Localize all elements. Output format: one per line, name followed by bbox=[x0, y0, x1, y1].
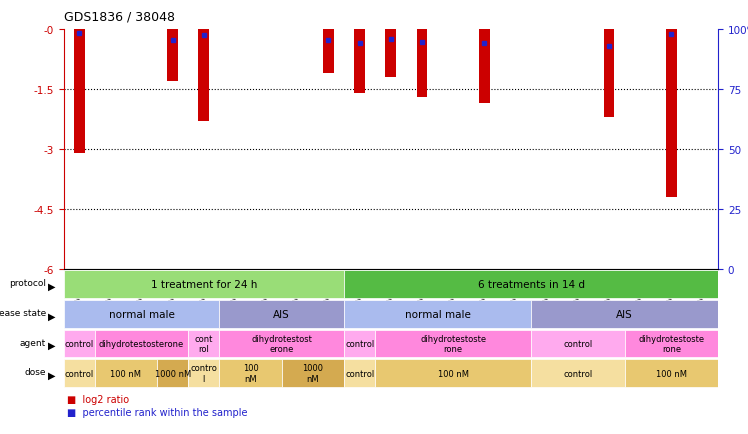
Text: ▶: ▶ bbox=[49, 370, 56, 380]
Bar bbox=[625, 359, 718, 387]
Bar bbox=[355, 30, 365, 94]
Text: normal male: normal male bbox=[405, 309, 470, 319]
Bar bbox=[625, 330, 718, 358]
Bar bbox=[417, 30, 427, 98]
Text: dihydrotestost
erone: dihydrotestost erone bbox=[251, 334, 312, 353]
Bar bbox=[64, 300, 219, 328]
Bar bbox=[344, 271, 718, 299]
Text: 1 treatment for 24 h: 1 treatment for 24 h bbox=[150, 280, 257, 289]
Text: cont
rol: cont rol bbox=[194, 334, 213, 353]
Bar bbox=[531, 330, 625, 358]
Text: control: control bbox=[345, 339, 374, 348]
Bar bbox=[64, 330, 95, 358]
Bar bbox=[219, 330, 344, 358]
Bar bbox=[188, 359, 219, 387]
Text: ■  log2 ratio: ■ log2 ratio bbox=[67, 395, 129, 404]
Text: disease state: disease state bbox=[0, 308, 46, 317]
Bar bbox=[198, 30, 209, 122]
Text: dihydrotestoste
rone: dihydrotestoste rone bbox=[638, 334, 705, 353]
Text: 100 nM: 100 nM bbox=[111, 369, 141, 378]
Text: control: control bbox=[345, 369, 374, 378]
Text: control: control bbox=[563, 369, 592, 378]
Bar bbox=[157, 359, 188, 387]
Bar bbox=[64, 359, 95, 387]
Text: agent: agent bbox=[19, 338, 46, 347]
Text: protocol: protocol bbox=[9, 279, 46, 288]
Text: ▶: ▶ bbox=[49, 281, 56, 291]
Bar bbox=[282, 359, 344, 387]
Bar bbox=[74, 30, 85, 154]
Bar bbox=[604, 30, 614, 118]
Text: dose: dose bbox=[24, 367, 46, 376]
Text: AIS: AIS bbox=[273, 309, 290, 319]
Bar bbox=[344, 359, 375, 387]
Text: 100
nM: 100 nM bbox=[242, 364, 259, 383]
Bar bbox=[219, 359, 282, 387]
Bar bbox=[666, 30, 677, 197]
Bar bbox=[188, 330, 219, 358]
Bar bbox=[323, 30, 334, 74]
Text: AIS: AIS bbox=[616, 309, 633, 319]
Bar bbox=[531, 300, 718, 328]
Bar bbox=[375, 330, 531, 358]
Text: control: control bbox=[563, 339, 592, 348]
Bar bbox=[64, 271, 344, 299]
Text: normal male: normal male bbox=[108, 309, 174, 319]
Text: ▶: ▶ bbox=[49, 340, 56, 350]
Bar bbox=[385, 30, 396, 78]
Bar bbox=[344, 330, 375, 358]
Text: dihydrotestoste
rone: dihydrotestoste rone bbox=[420, 334, 486, 353]
Text: 1000
nM: 1000 nM bbox=[302, 364, 323, 383]
Text: 100 nM: 100 nM bbox=[656, 369, 687, 378]
Bar bbox=[219, 300, 344, 328]
Text: control: control bbox=[64, 369, 94, 378]
Bar bbox=[531, 359, 625, 387]
Text: contro
l: contro l bbox=[191, 364, 217, 383]
Text: ▶: ▶ bbox=[49, 311, 56, 321]
Text: 6 treatments in 14 d: 6 treatments in 14 d bbox=[477, 280, 585, 289]
Text: GDS1836 / 38048: GDS1836 / 38048 bbox=[64, 11, 174, 24]
Bar bbox=[344, 300, 531, 328]
Bar bbox=[375, 359, 531, 387]
Text: 1000 nM: 1000 nM bbox=[155, 369, 191, 378]
Text: dihydrotestosterone: dihydrotestosterone bbox=[99, 339, 184, 348]
Bar bbox=[479, 30, 490, 104]
Text: 100 nM: 100 nM bbox=[438, 369, 469, 378]
Bar bbox=[168, 30, 178, 82]
Bar bbox=[95, 330, 188, 358]
Bar bbox=[95, 359, 157, 387]
Text: ■  percentile rank within the sample: ■ percentile rank within the sample bbox=[67, 408, 248, 418]
Text: control: control bbox=[64, 339, 94, 348]
